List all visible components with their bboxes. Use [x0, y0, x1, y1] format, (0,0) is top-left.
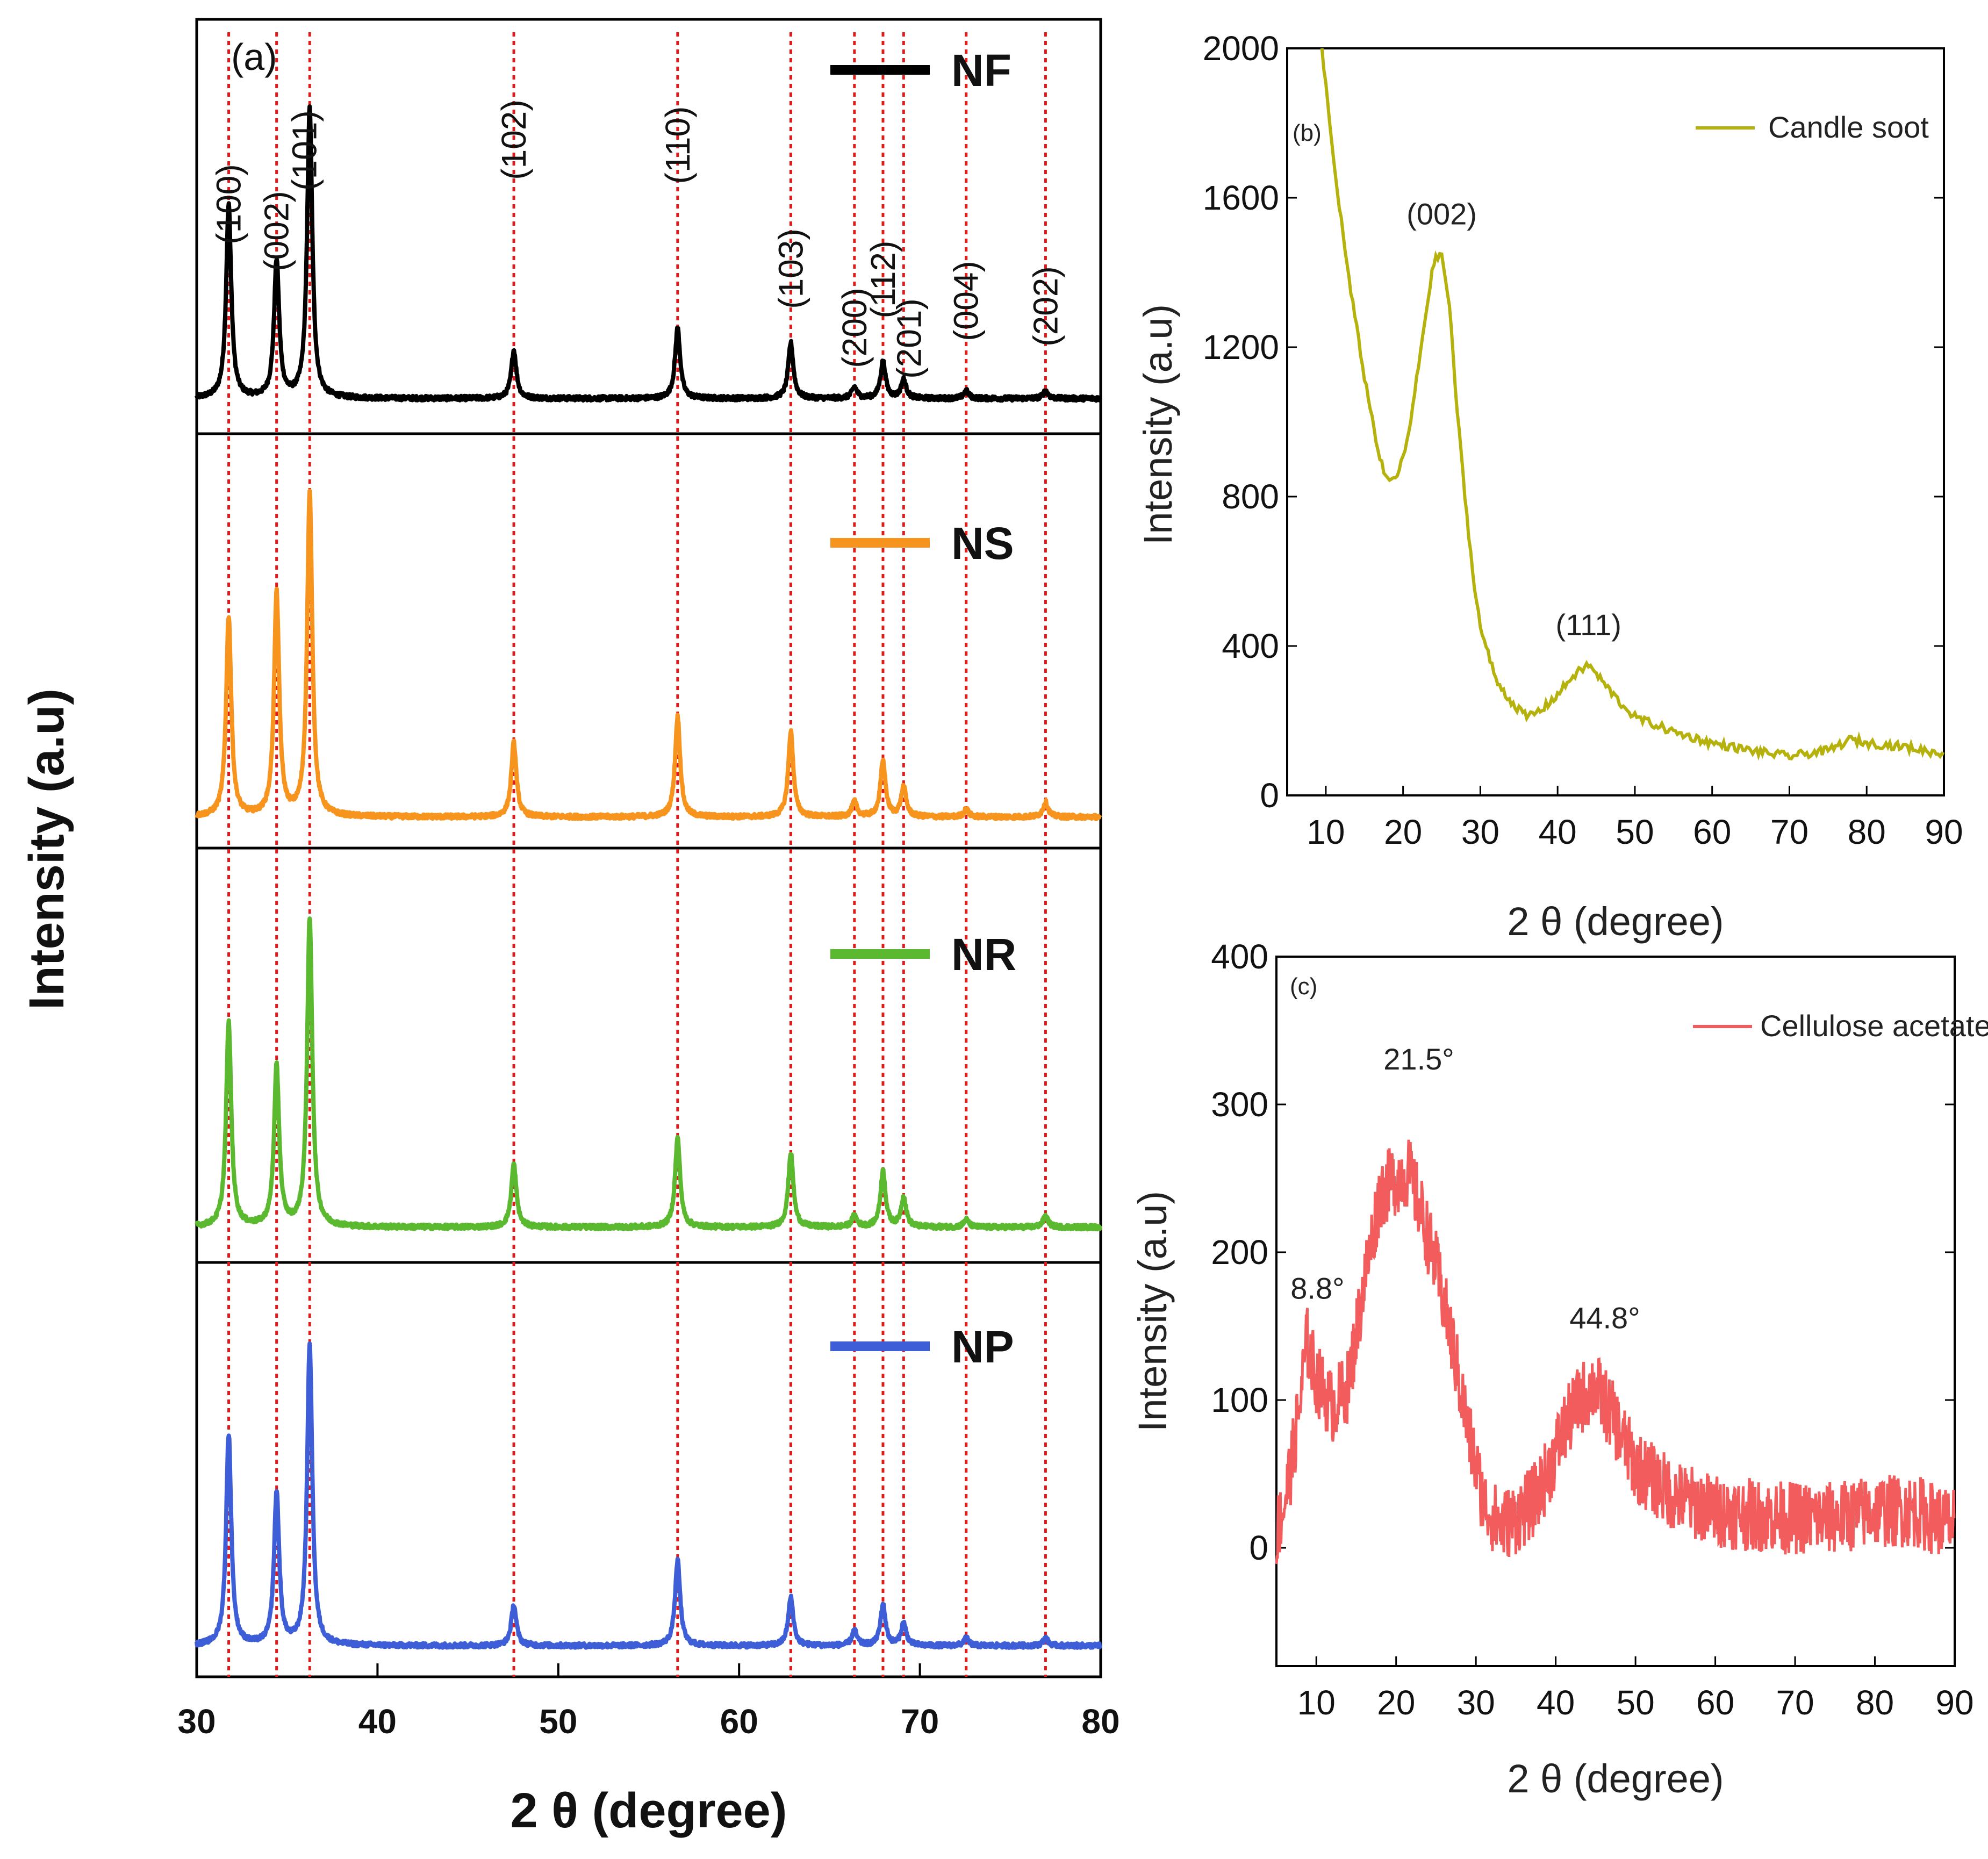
- np-pattern: [195, 1341, 1103, 1650]
- reference-lines: [227, 32, 1047, 1677]
- hkl-label: (103): [771, 228, 810, 308]
- nr-pattern: [195, 916, 1103, 1232]
- x-tick-label: 50: [539, 1702, 577, 1741]
- x-tick-label: 40: [1537, 1683, 1575, 1722]
- panel-c-annotations: 8.8° 21.5° 44.8°: [1290, 1042, 1640, 1334]
- y-tick-label: 2000: [1203, 29, 1279, 68]
- hkl-label: (200): [835, 288, 874, 368]
- x-tick-label: 10: [1307, 813, 1345, 851]
- x-tick-label: 40: [358, 1702, 397, 1741]
- x-tick-label: 40: [1539, 813, 1577, 851]
- nf-legend-label: NF: [951, 45, 1011, 96]
- x-tick-label: 80: [1081, 1702, 1119, 1741]
- nr-legend-label: NR: [951, 929, 1016, 980]
- peak-annotation: 44.8°: [1569, 1301, 1640, 1334]
- panel-b: 10 20 30 40 50 60 70 80 90 0 400 800 1200 1600 2000 (0…: [1136, 29, 1963, 944]
- panel-c-frame: [1275, 956, 1956, 1667]
- hkl-label: (102): [494, 99, 533, 180]
- hkl-label: (202): [1026, 266, 1065, 346]
- x-tick-label: 30: [177, 1702, 216, 1741]
- y-tick-label: 100: [1211, 1381, 1268, 1419]
- x-tick-label: 80: [1848, 813, 1886, 851]
- peak-annotation: (111): [1555, 608, 1621, 642]
- x-tick-label: 60: [1696, 1683, 1734, 1722]
- y-tick-label: 400: [1222, 627, 1279, 665]
- panel-b-frame: [1286, 47, 1945, 796]
- hkl-label: (002): [257, 191, 296, 271]
- panel-c-tag: (c): [1290, 973, 1317, 1000]
- panel-b-ticks: 10 20 30 40 50 60 70 80 90 0 400 800 1200 1600 2000: [1203, 29, 1963, 851]
- panel-c-x-axis-label: 2 θ (degree): [1507, 1756, 1724, 1801]
- panel-a-legends: NF NS NR NP: [830, 45, 1016, 1372]
- panel-c: 10 20 30 40 50 60 70 80 90 0 100 200 300 400 8.8° 21.5…: [1130, 937, 1988, 1801]
- x-tick-label: 20: [1377, 1683, 1415, 1722]
- peak-annotation: 21.5°: [1383, 1042, 1454, 1076]
- panel-a-tag: (a): [231, 36, 277, 78]
- panel-b-tag: (b): [1293, 120, 1322, 146]
- x-tick-label: 70: [901, 1702, 939, 1741]
- candle-soot-line: [1320, 48, 1945, 761]
- panel-c-y-axis-label: Intensity (a.u): [1130, 1191, 1175, 1432]
- y-tick-label: 800: [1222, 477, 1279, 516]
- panel-b-x-axis-label: 2 θ (degree): [1507, 899, 1724, 944]
- x-tick-label: 80: [1856, 1683, 1894, 1722]
- hkl-label: (110): [658, 106, 697, 184]
- x-tick-label: 30: [1461, 813, 1499, 851]
- x-tick-label: 70: [1776, 1683, 1814, 1722]
- panel-b-y-axis-label: Intensity (a.u): [1136, 304, 1180, 545]
- hkl-labels: (100) (002)(101) (102) (110) (103) (200)(112)…: [210, 99, 1065, 378]
- hkl-label: (112): [864, 241, 902, 319]
- panel-b-annotations: (002) (111): [1406, 197, 1621, 642]
- ns-legend-label: NS: [951, 518, 1014, 569]
- y-tick-label: 200: [1211, 1233, 1268, 1272]
- x-tick-label: 20: [1384, 813, 1422, 851]
- x-tick-label: 70: [1770, 813, 1808, 851]
- panel-a-x-axis-label: 2 θ (degree): [511, 1783, 787, 1838]
- panel-a-curves: [195, 104, 1103, 1650]
- hkl-label: (100): [210, 164, 248, 244]
- cellulose-acetate-line: [1275, 1139, 1956, 1564]
- y-tick-label: 1600: [1203, 178, 1279, 217]
- hkl-label: (201): [889, 298, 928, 378]
- np-legend-label: NP: [951, 1322, 1014, 1372]
- hkl-label: (101): [285, 110, 324, 190]
- peak-annotation: (002): [1406, 197, 1477, 231]
- x-tick-label: 50: [1616, 813, 1654, 851]
- x-tick-label: 90: [1935, 1683, 1973, 1722]
- panel-a-x-ticks: 30 40 50 60 70 80: [177, 1663, 1120, 1741]
- panel-a-y-axis-label: Intensity (a.u): [19, 688, 74, 1010]
- ns-pattern: [195, 489, 1102, 822]
- x-tick-label: 50: [1617, 1683, 1655, 1722]
- y-tick-label: 0: [1249, 1528, 1268, 1567]
- x-tick-label: 10: [1297, 1683, 1336, 1722]
- nf-pattern: [195, 104, 1103, 403]
- hkl-label: (004): [947, 261, 986, 341]
- y-tick-label: 300: [1211, 1085, 1268, 1124]
- peak-annotation: 8.8°: [1290, 1271, 1344, 1305]
- panel-a: (100) (002)(101) (102) (110) (103) (200)(112)…: [19, 18, 1120, 1838]
- candle-soot-legend-label: Candle soot: [1768, 110, 1929, 144]
- cellulose-acetate-legend-label: Cellulose acetate: [1760, 1009, 1988, 1043]
- x-tick-label: 60: [1693, 813, 1731, 851]
- y-tick-label: 1200: [1203, 328, 1279, 367]
- y-tick-label: 0: [1260, 776, 1279, 815]
- x-tick-label: 60: [720, 1702, 758, 1741]
- y-tick-label: 400: [1211, 937, 1268, 976]
- panel-c-ticks: 10 20 30 40 50 60 70 80 90 0 100 200 300 400: [1211, 937, 1973, 1722]
- x-tick-label: 90: [1925, 813, 1963, 851]
- x-tick-label: 30: [1457, 1683, 1495, 1722]
